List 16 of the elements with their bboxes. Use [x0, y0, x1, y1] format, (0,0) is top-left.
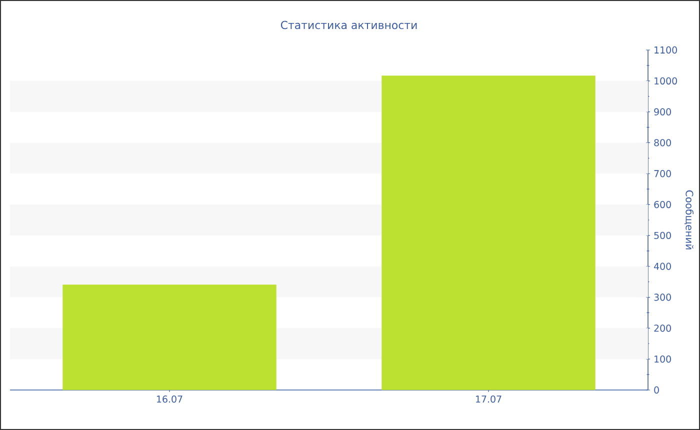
y-tick-label: 900 — [654, 108, 671, 116]
x-tick-label: 17.07 — [476, 396, 502, 403]
y-tick-label: 0 — [654, 386, 659, 394]
y-tick-label: 300 — [654, 294, 671, 301]
y-tick-label: 100 — [654, 356, 671, 363]
chart-title: Статистика активности — [280, 20, 417, 30]
y-tick-label: 1000 — [654, 77, 677, 84]
y-tick-label: 500 — [654, 232, 671, 240]
y-tick-label: 1100 — [654, 46, 677, 54]
y-axis-title: Сообщений — [684, 190, 694, 250]
y-tick-label: 600 — [654, 200, 671, 208]
y-tick-label: 800 — [654, 139, 671, 146]
y-tick-label: 700 — [654, 170, 671, 178]
x-tick-label: 16.07 — [157, 396, 182, 403]
y-tick-label: 400 — [654, 262, 671, 270]
y-tick-label: 200 — [654, 324, 671, 332]
